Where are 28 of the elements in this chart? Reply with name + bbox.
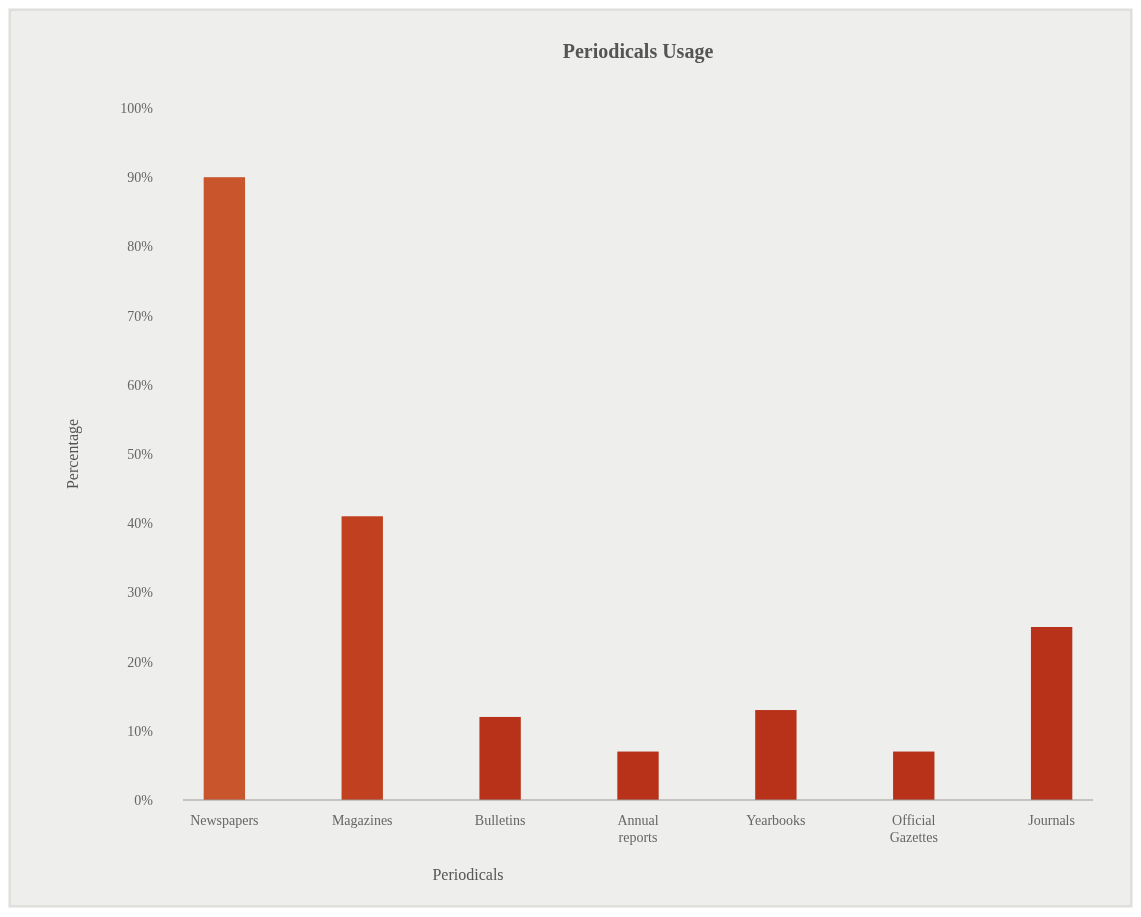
bar	[1030, 627, 1073, 800]
y-tick-label: 40%	[127, 516, 154, 532]
bar	[341, 516, 383, 800]
bar	[755, 710, 797, 800]
y-tick-label: 0%	[134, 792, 154, 808]
y-tick-label: 50%	[127, 446, 154, 462]
y-tick-label: 100%	[120, 100, 154, 116]
x-tick-label: Official Gazettes	[889, 813, 938, 845]
bar	[893, 751, 935, 800]
x-tick-label: Magazines	[331, 813, 393, 828]
y-tick-label: 70%	[127, 308, 154, 324]
x-tick-label: Bulletins	[474, 813, 526, 828]
y-tick-label: 60%	[127, 377, 154, 393]
y-axis-title: Percentage	[64, 418, 82, 490]
x-axis-title: Periodicals	[432, 866, 504, 883]
y-tick-label: 80%	[127, 239, 154, 255]
chart-title: Periodicals Usage	[562, 40, 714, 63]
x-tick-label: Journals	[1028, 813, 1075, 828]
y-tick-label: 90%	[127, 170, 154, 186]
y-tick-label: 10%	[127, 723, 154, 739]
bar	[617, 751, 659, 800]
x-tick-label: Yearbooks	[746, 813, 806, 828]
x-tick-label: Annual reports	[617, 813, 659, 845]
y-tick-label: 20%	[127, 654, 154, 670]
bar	[479, 716, 521, 800]
x-tick-label: Newspapers	[190, 813, 259, 828]
bar	[203, 177, 246, 800]
y-tick-label: 30%	[127, 585, 154, 601]
